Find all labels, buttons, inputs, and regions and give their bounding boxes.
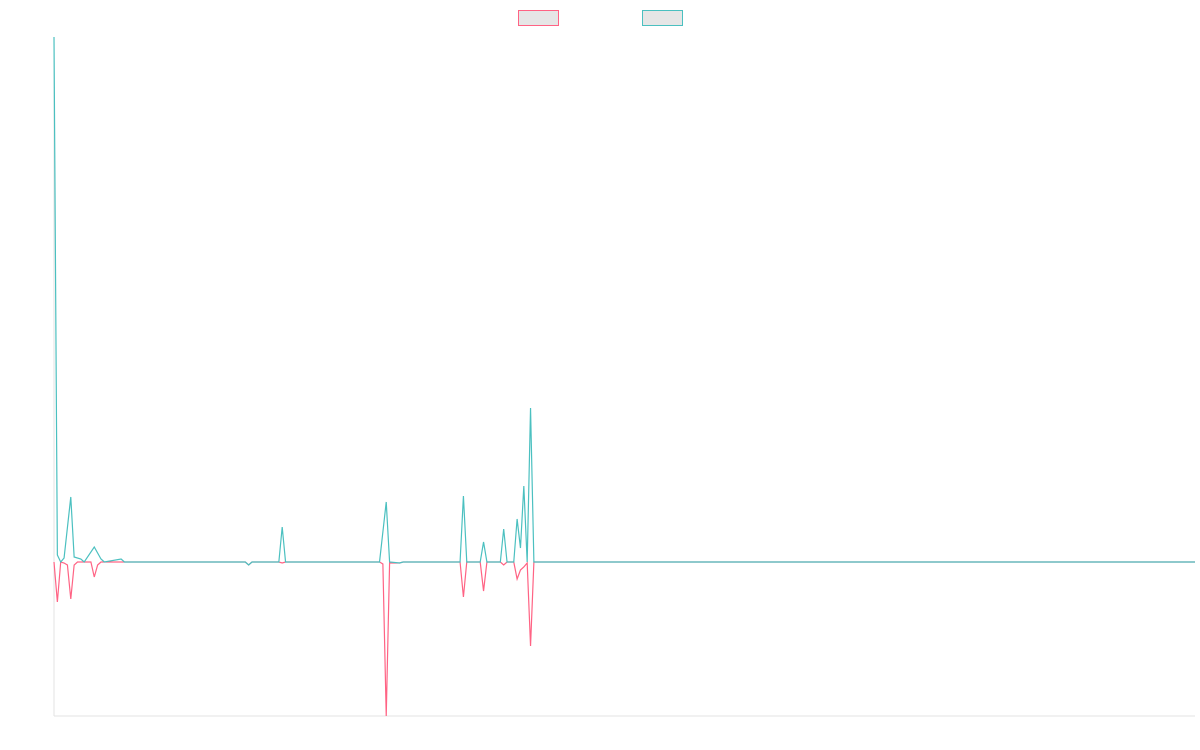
series-line <box>53 36 1195 566</box>
series-line <box>53 561 1195 717</box>
legend-swatch[interactable] <box>518 10 559 26</box>
legend-swatch[interactable] <box>642 10 683 26</box>
